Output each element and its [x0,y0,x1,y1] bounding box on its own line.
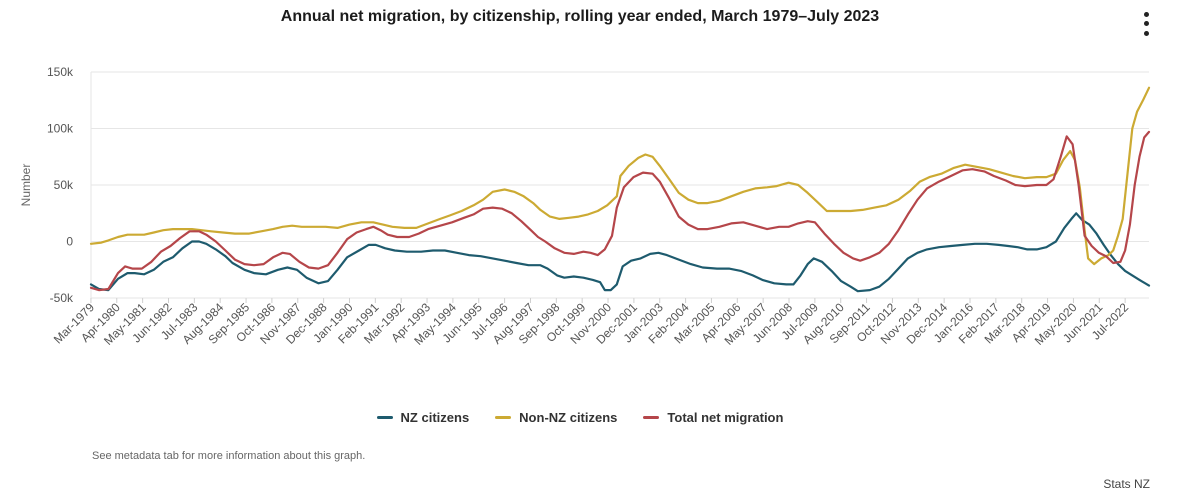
chart-menu-icon[interactable] [1134,10,1158,38]
legend-swatch-total-net-migration [643,416,660,419]
y-tick-label: 100k [47,122,74,136]
legend-swatch-nz-citizens [376,416,393,419]
chart-series [89,86,1151,293]
legend-label-nz-citizens: NZ citizens [400,410,470,425]
chart-legend: NZ citizens Non-NZ citizens Total net mi… [0,410,1160,425]
legend-swatch-non-nz-citizens [495,416,512,419]
chart-svg: -50k 0 50k 100k 150k Mar-1979Apr-1980May-198… [19,65,1151,348]
y-axis-tick-labels: -50k 0 50k 100k 150k [47,65,74,305]
source-credit: Stats NZ [1103,477,1150,491]
x-axis-tick-labels: Mar-1979Apr-1980May-1981Jun-1982Jul-1983… [51,298,1131,348]
legend-item-nz-citizens[interactable]: NZ citizens [376,410,470,425]
series-line-nz-citizens [89,212,1151,293]
legend-label-total-net-migration: Total net migration [667,410,784,425]
y-tick-label: -50k [50,291,74,305]
y-axis-label: Number [19,164,33,207]
chart-grid [90,71,1149,299]
y-tick-label: 50k [54,178,74,192]
metadata-note: See metadata tab for more information ab… [92,450,366,462]
chart-title: Annual net migration, by citizenship, ro… [280,8,880,25]
y-tick-label: 150k [47,65,74,79]
series-line-non-nz-citizens [89,86,1151,266]
series-line-total-net-migration [89,130,1151,292]
y-tick-label: 0 [66,235,73,249]
legend-label-non-nz-citizens: Non-NZ citizens [519,410,618,425]
legend-item-total-net-migration[interactable]: Total net migration [643,410,783,425]
legend-item-non-nz-citizens[interactable]: Non-NZ citizens [495,410,617,425]
